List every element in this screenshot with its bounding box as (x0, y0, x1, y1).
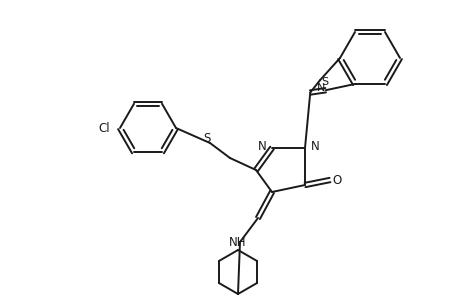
Text: N: N (257, 140, 266, 152)
Text: S: S (203, 133, 210, 146)
Text: NH: NH (229, 236, 246, 248)
Text: S: S (321, 77, 328, 87)
Text: O: O (332, 173, 341, 187)
Text: Cl: Cl (98, 122, 110, 134)
Text: N: N (310, 140, 319, 152)
Text: N: N (316, 83, 324, 93)
